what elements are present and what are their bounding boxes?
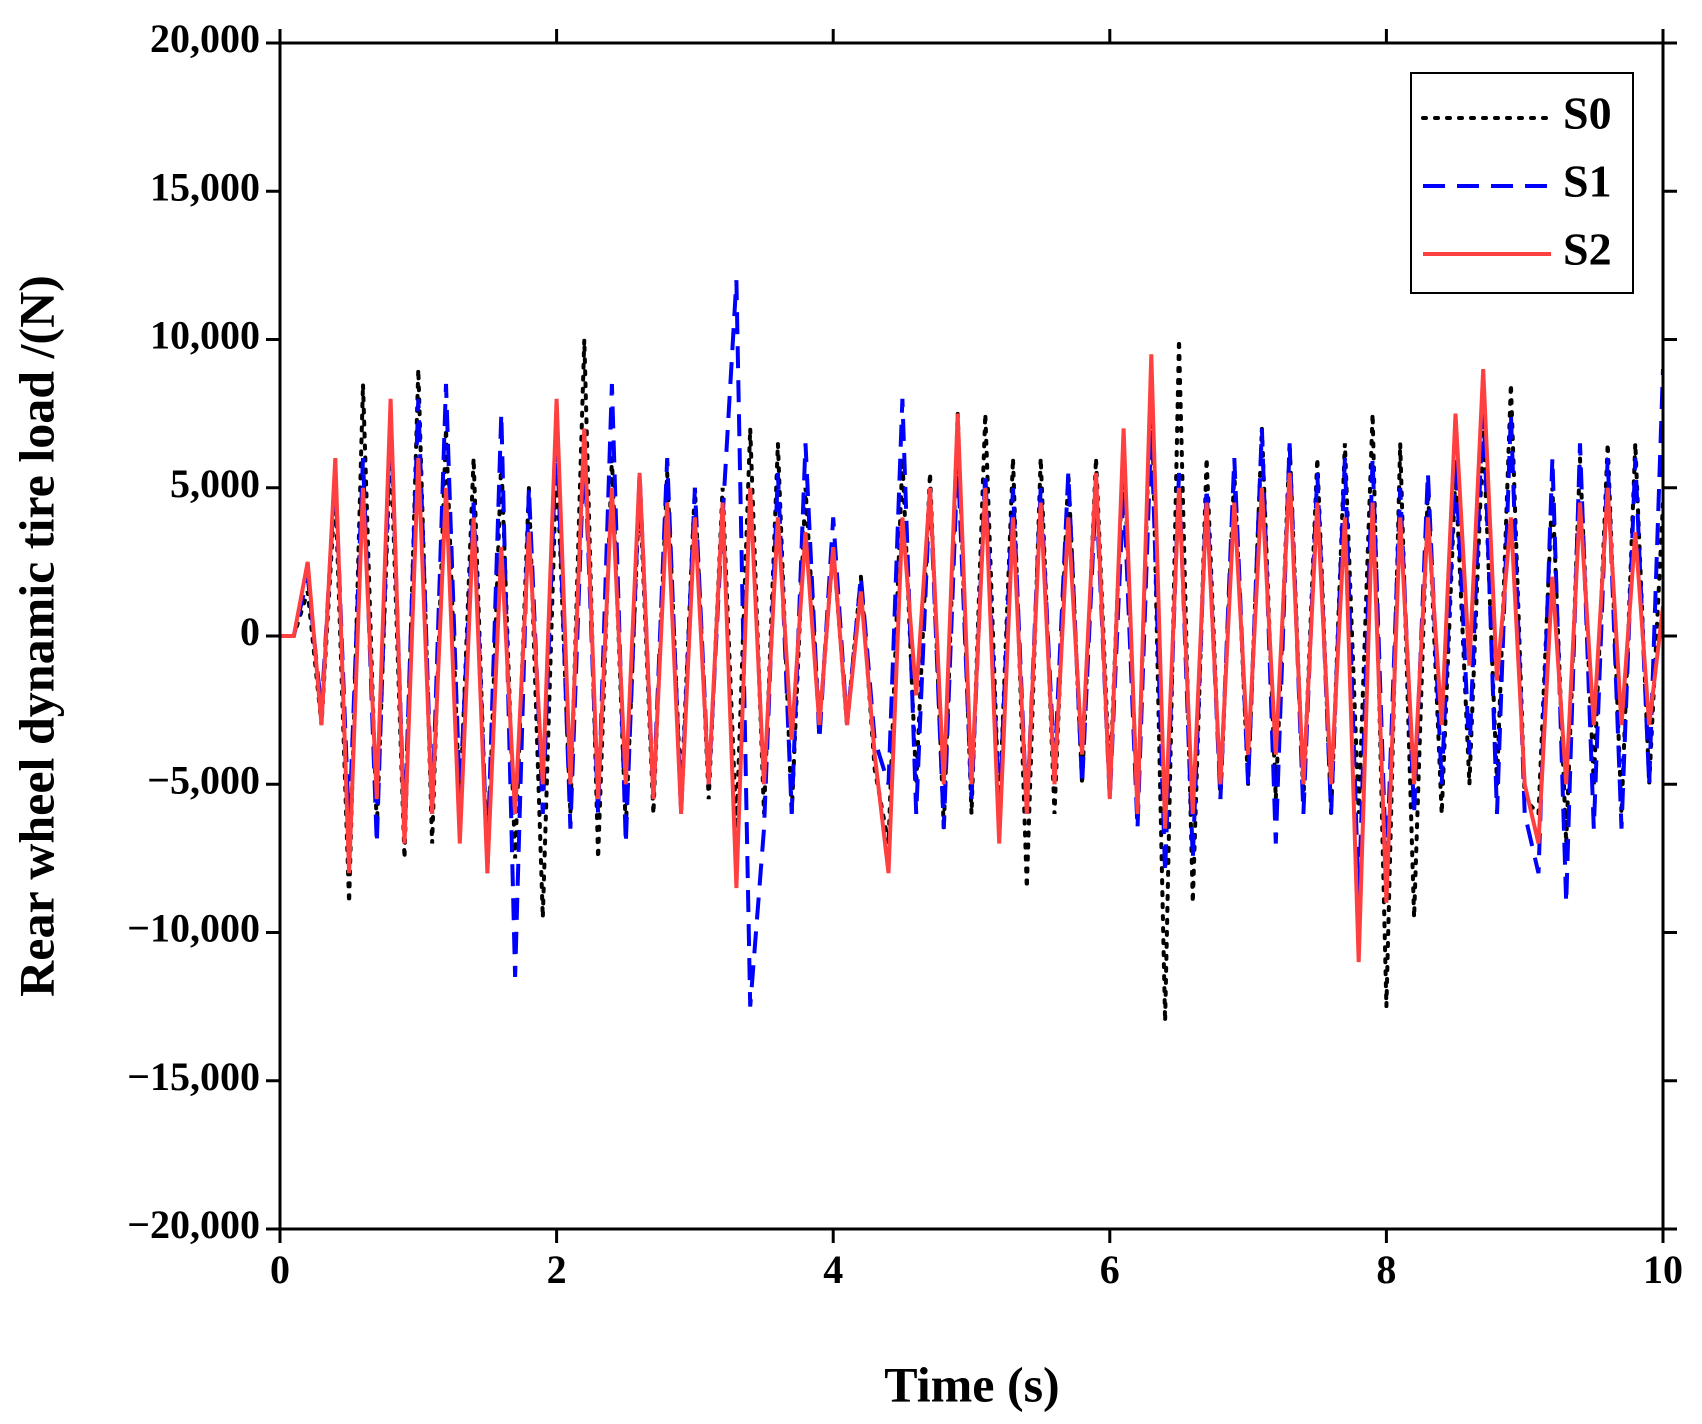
legend-label: S0 [1563, 88, 1612, 139]
y-tick-label: 15,000 [150, 164, 260, 209]
y-tick-label: 5,000 [170, 461, 260, 506]
y-tick-label: −20,000 [127, 1202, 260, 1247]
y-tick-label: 10,000 [150, 313, 260, 358]
x-tick-label: 0 [270, 1247, 290, 1292]
y-tick-label: −10,000 [127, 906, 260, 951]
series-line [280, 354, 1663, 963]
y-tick-label: −5,000 [147, 757, 260, 802]
x-tick-label: 10 [1643, 1247, 1683, 1292]
x-tick-label: 6 [1100, 1247, 1120, 1292]
legend-label: S1 [1563, 156, 1612, 207]
series-line [280, 280, 1663, 1007]
legend-box [1410, 72, 1634, 294]
y-axis-label: Rear wheel dynamic tire load /(N) [8, 275, 64, 997]
x-tick-label: 4 [823, 1247, 843, 1292]
x-axis-label: Time (s) [884, 1356, 1059, 1412]
x-tick-label: 2 [547, 1247, 567, 1292]
y-tick-label: 0 [240, 609, 260, 654]
y-tick-label: −15,000 [127, 1054, 260, 1099]
legend-label: S2 [1563, 224, 1612, 275]
y-tick-label: 20,000 [150, 16, 260, 61]
x-tick-label: 8 [1376, 1247, 1396, 1292]
